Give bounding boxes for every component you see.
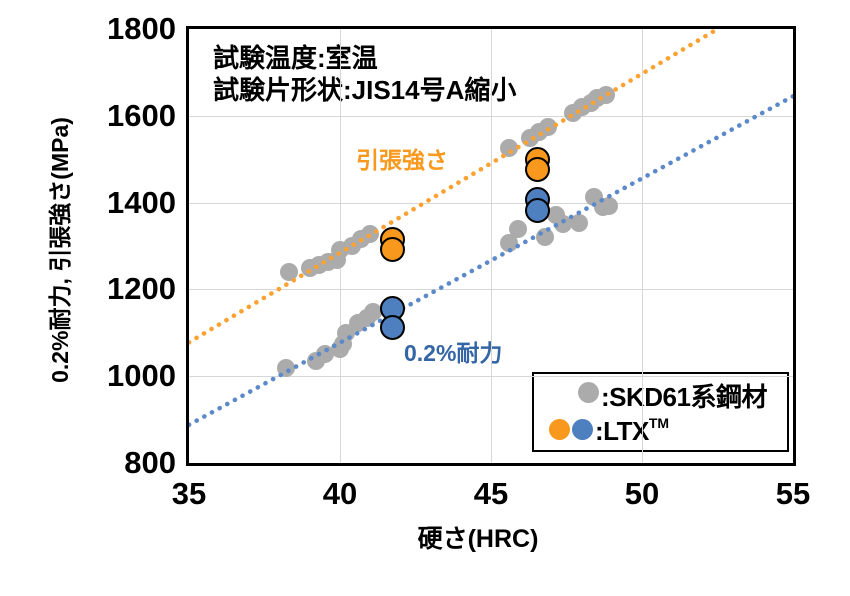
legend-label-skd61: :SKD61系鋼材 (601, 381, 767, 412)
y-tick-label-1200: 1200 (107, 271, 176, 307)
legend-row-skd61: :SKD61系鋼材 (534, 377, 787, 414)
legend-row-ltx: :LTX TM (534, 414, 787, 447)
data-point-series-0 (279, 263, 298, 282)
data-point-series-0 (361, 225, 380, 244)
legend-markers-ltx (549, 418, 595, 445)
gridline-x-45 (491, 29, 492, 463)
y-tick-label-1600: 1600 (107, 97, 176, 133)
tensile-strength-label: 引張強さ (356, 147, 448, 173)
y-tick-label-800: 800 (124, 445, 176, 480)
gridline-x-50 (642, 29, 643, 463)
y-tick-label-1800: 1800 (107, 11, 176, 46)
legend-marker-icon-1-0 (549, 418, 570, 440)
data-point-series-0 (596, 85, 615, 104)
y-axis-title: 0.2%耐力, 引張強さ(MPa) (47, 117, 73, 383)
legend-marker-icon-0-0 (578, 382, 599, 404)
x-tick-label-35: 35 (171, 476, 207, 511)
annotation-line-2: 試験片形状:JIS14号A縮小 (213, 75, 517, 105)
legend-label-ltx-superscript: TM (648, 414, 670, 431)
data-point-series-3 (380, 315, 406, 341)
gridline-y-1200 (189, 289, 793, 291)
data-point-series-1 (536, 228, 555, 247)
plot-area: 試験温度:室温 試験片形状:JIS14号A縮小 引張強さ 0.2%耐力 :SKD… (186, 26, 796, 466)
data-point-series-1 (509, 219, 528, 238)
x-tick-label-45: 45 (473, 476, 509, 511)
gridline-y-1000 (189, 376, 793, 378)
legend-box: :SKD61系鋼材 :LTX TM (532, 372, 789, 452)
y-tick-label-1400: 1400 (107, 184, 176, 220)
data-point-series-0 (500, 139, 519, 158)
y-tick-label-1000: 1000 (107, 358, 176, 394)
annotation-line-1: 試験温度:室温 (213, 43, 378, 73)
x-tick-label-55: 55 (775, 476, 811, 511)
data-point-series-2 (380, 237, 406, 263)
legend-label-ltx: :LTX (595, 416, 649, 447)
x-axis-title: 硬さ(HRC) (417, 525, 539, 553)
data-point-series-0 (539, 117, 558, 136)
proof-stress-label: 0.2%耐力 (404, 340, 503, 366)
gridline-y-1400 (189, 202, 793, 204)
data-point-series-2 (525, 156, 551, 182)
data-point-series-1 (599, 197, 618, 216)
data-point-series-1 (276, 358, 295, 377)
data-point-series-1 (569, 214, 588, 233)
legend-marker-icon-1-1 (572, 418, 593, 440)
x-tick-label-40: 40 (322, 476, 358, 511)
data-point-series-3 (525, 198, 551, 224)
annotation-box: 試験温度:室温 試験片形状:JIS14号A縮小 (213, 42, 516, 106)
legend-markers-skd61 (578, 382, 601, 408)
gridline-y-1600 (189, 115, 793, 117)
x-tick-label-50: 50 (624, 476, 660, 511)
